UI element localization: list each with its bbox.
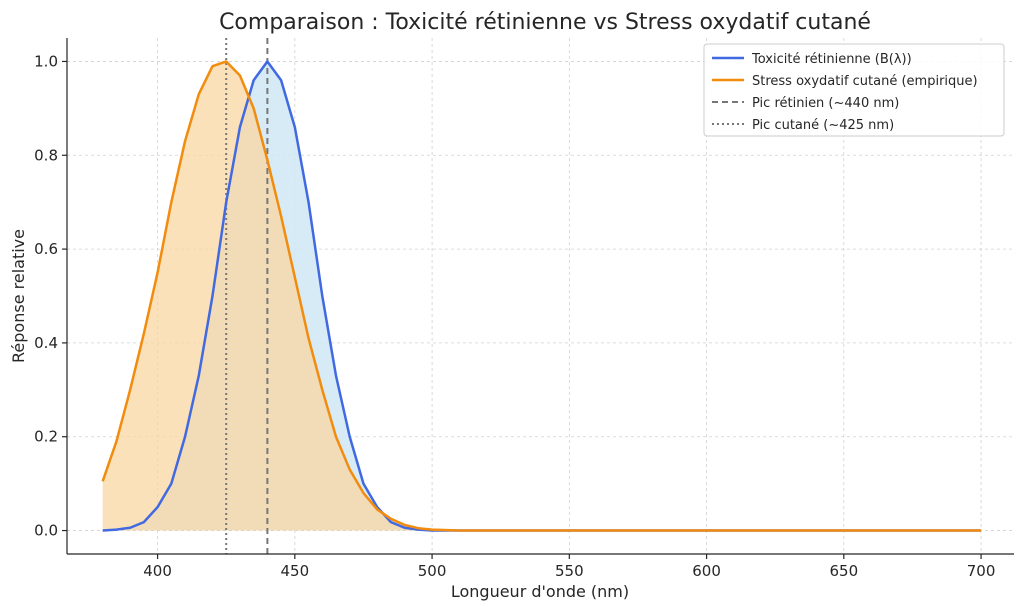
legend: Toxicité rétinienne (B(λ)) Stress oxydati… xyxy=(703,43,1005,137)
y-axis-ticks: 0.0 0.2 0.4 0.6 0.8 1.0 xyxy=(34,52,67,540)
x-axis-ticks: 400 450 500 550 600 650 700 xyxy=(143,554,995,580)
x-tick-label: 700 xyxy=(967,562,996,580)
x-tick-label: 650 xyxy=(829,562,858,580)
y-tick-label: 0.2 xyxy=(34,428,58,446)
x-axis-label: Longueur d'onde (nm) xyxy=(451,582,629,601)
x-tick-label: 500 xyxy=(418,562,447,580)
x-tick-label: 550 xyxy=(555,562,584,580)
series-fill-2 xyxy=(102,61,982,531)
legend-label-3: Pic rétinien (~440 nm) xyxy=(752,96,899,111)
reference-lines xyxy=(225,38,269,554)
y-axis-label: Réponse relative xyxy=(9,229,28,363)
x-tick-label: 450 xyxy=(281,562,310,580)
axes xyxy=(66,38,1014,555)
series-lines xyxy=(101,60,982,532)
legend-box xyxy=(703,43,1005,137)
series-fills xyxy=(102,61,982,531)
x-tick-label: 600 xyxy=(692,562,721,580)
y-tick-label: 1.0 xyxy=(34,52,58,70)
chart-title: Comparaison : Toxicité rétinienne vs Str… xyxy=(219,10,871,35)
series-line-2 xyxy=(101,60,982,532)
x-tick-label: 400 xyxy=(143,562,172,580)
y-tick-label: 0.0 xyxy=(34,522,58,540)
legend-label-2: Stress oxydatif cutané (empirique) xyxy=(752,74,978,89)
y-tick-label: 0.8 xyxy=(34,146,58,164)
y-tick-label: 0.6 xyxy=(34,240,58,258)
legend-label-4: Pic cutané (~425 nm) xyxy=(752,118,894,133)
legend-label-1: Toxicité rétinienne (B(λ)) xyxy=(751,52,912,67)
y-tick-label: 0.4 xyxy=(34,334,58,352)
